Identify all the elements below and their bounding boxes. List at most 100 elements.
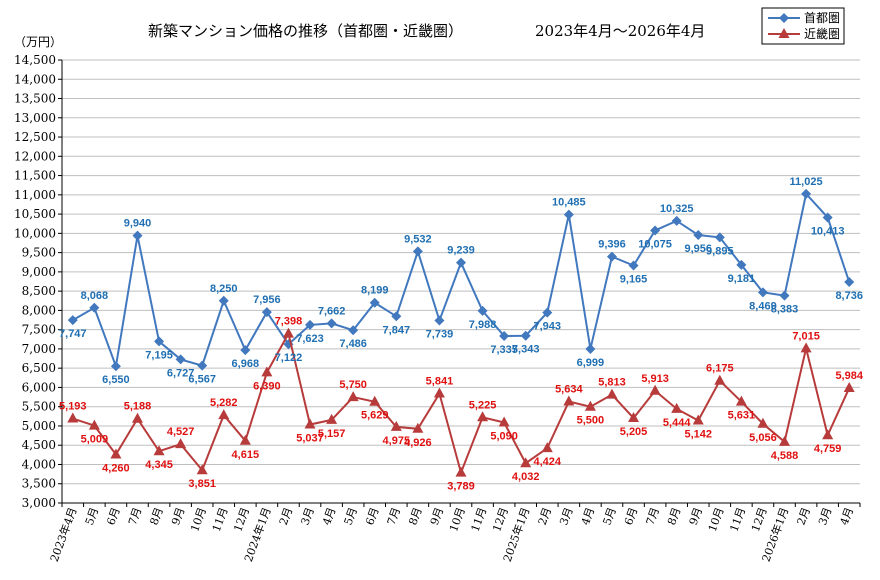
- data-label: 7,335: [490, 344, 518, 356]
- data-point-triangle: [153, 445, 165, 456]
- data-label: 4,345: [145, 459, 173, 471]
- data-point-diamond: [154, 336, 165, 347]
- data-point-diamond: [305, 319, 316, 330]
- y-tick-label: 5,000: [22, 419, 56, 433]
- data-label: 7,122: [275, 352, 303, 364]
- data-label: 8,068: [81, 290, 109, 302]
- data-label: 5,205: [620, 426, 648, 438]
- y-tick-label: 7,500: [22, 323, 56, 337]
- data-point-triangle: [175, 438, 187, 449]
- x-tick-label: 8月: [406, 506, 424, 527]
- y-tick-label: 14,000: [14, 72, 56, 86]
- data-label: 5,193: [59, 401, 87, 413]
- data-label: 10,075: [638, 238, 672, 250]
- data-label: 5,225: [469, 399, 497, 411]
- data-label: 7,747: [59, 328, 87, 340]
- data-label: 5,750: [339, 379, 367, 391]
- grid-lines: [62, 59, 860, 504]
- series-1: [67, 327, 855, 477]
- data-point-triangle: [563, 395, 575, 406]
- data-label: 4,588: [771, 450, 799, 462]
- legend-box: [761, 7, 845, 45]
- y-tick-label: 12,500: [14, 130, 56, 144]
- data-label: 8,736: [835, 290, 863, 302]
- y-tick-label: 8,500: [22, 284, 56, 298]
- data-point-triangle: [455, 466, 467, 477]
- data-point-diamond: [175, 354, 186, 365]
- data-label: 9,532: [404, 233, 432, 245]
- data-label: 5,056: [749, 432, 777, 444]
- legend-triangle-icon: [778, 28, 790, 38]
- x-tick-label: 12月: [490, 506, 511, 534]
- x-tick-label: 3月: [298, 506, 316, 527]
- data-label: 6,567: [188, 374, 216, 386]
- data-label: 7,943: [534, 321, 562, 333]
- data-label: 5,813: [598, 377, 626, 389]
- data-label: 6,727: [167, 367, 195, 379]
- y-tick-label: 14,500: [14, 53, 56, 67]
- data-label: 5,142: [684, 428, 712, 440]
- data-label: 7,195: [145, 349, 173, 361]
- data-point-diamond: [779, 290, 790, 301]
- data-label: 5,984: [835, 370, 863, 382]
- data-label: 6,550: [102, 374, 130, 386]
- y-tick-label: 13,500: [14, 92, 56, 106]
- data-label: 9,165: [620, 274, 648, 286]
- data-label: 7,486: [339, 338, 367, 350]
- data-label: 6,968: [232, 358, 260, 370]
- data-point-diamond: [67, 315, 78, 326]
- y-tick-label: 6,500: [22, 361, 56, 375]
- data-point-diamond: [89, 302, 100, 313]
- data-point-diamond: [348, 325, 359, 336]
- data-label: 8,199: [361, 285, 389, 297]
- data-point-triangle: [131, 412, 143, 423]
- series-0: [67, 188, 855, 372]
- data-point-triangle: [757, 417, 769, 428]
- data-point-triangle: [606, 388, 618, 399]
- x-tick-label: 6月: [363, 506, 381, 527]
- data-point-triangle: [671, 402, 683, 413]
- data-point-triangle: [800, 342, 812, 353]
- data-point-diamond: [563, 209, 574, 220]
- data-point-diamond: [456, 257, 466, 268]
- x-tick-label: 2月: [795, 506, 813, 527]
- data-point-triangle: [369, 395, 381, 406]
- data-label: 9,181: [728, 273, 756, 285]
- data-label: 5,500: [577, 415, 605, 427]
- data-point-diamond: [132, 230, 143, 241]
- legend: 首都圏 近畿圏: [761, 7, 845, 45]
- data-label: 9,940: [124, 218, 152, 230]
- data-label: 7,988: [469, 319, 497, 331]
- data-label: 4,527: [167, 426, 195, 438]
- data-label: 5,037: [296, 433, 324, 445]
- data-label: 5,634: [555, 384, 583, 396]
- x-tick-label: 10月: [447, 506, 468, 534]
- x-tick-label: 6月: [104, 506, 122, 527]
- x-tick-label: 4月: [579, 506, 597, 527]
- data-point-diamond: [671, 215, 682, 226]
- data-point-diamond: [606, 251, 617, 262]
- legend-diamond-icon: [779, 13, 789, 23]
- data-point-diamond: [757, 287, 768, 298]
- y-tick-label: 13,000: [14, 111, 56, 125]
- data-point-diamond: [369, 297, 380, 308]
- data-label: 6,999: [577, 357, 605, 369]
- x-tick-label: 4月: [838, 506, 856, 527]
- y-tick-label: 10,000: [14, 226, 56, 240]
- data-point-triangle: [347, 391, 359, 402]
- data-label: 5,444: [663, 417, 691, 429]
- data-point-diamond: [520, 330, 531, 341]
- data-point-triangle: [649, 384, 661, 395]
- data-label: 8,383: [771, 304, 799, 316]
- data-label: 5,090: [490, 430, 518, 442]
- legend-marker-triangle: [778, 28, 790, 38]
- data-label: 11,025: [790, 176, 823, 188]
- data-label: 8,250: [210, 283, 238, 295]
- data-point-triangle: [498, 416, 510, 427]
- x-tick-label: 8月: [148, 506, 166, 527]
- data-point-triangle: [88, 419, 100, 430]
- x-tick-label: 11月: [469, 506, 490, 534]
- data-point-diamond: [197, 360, 208, 371]
